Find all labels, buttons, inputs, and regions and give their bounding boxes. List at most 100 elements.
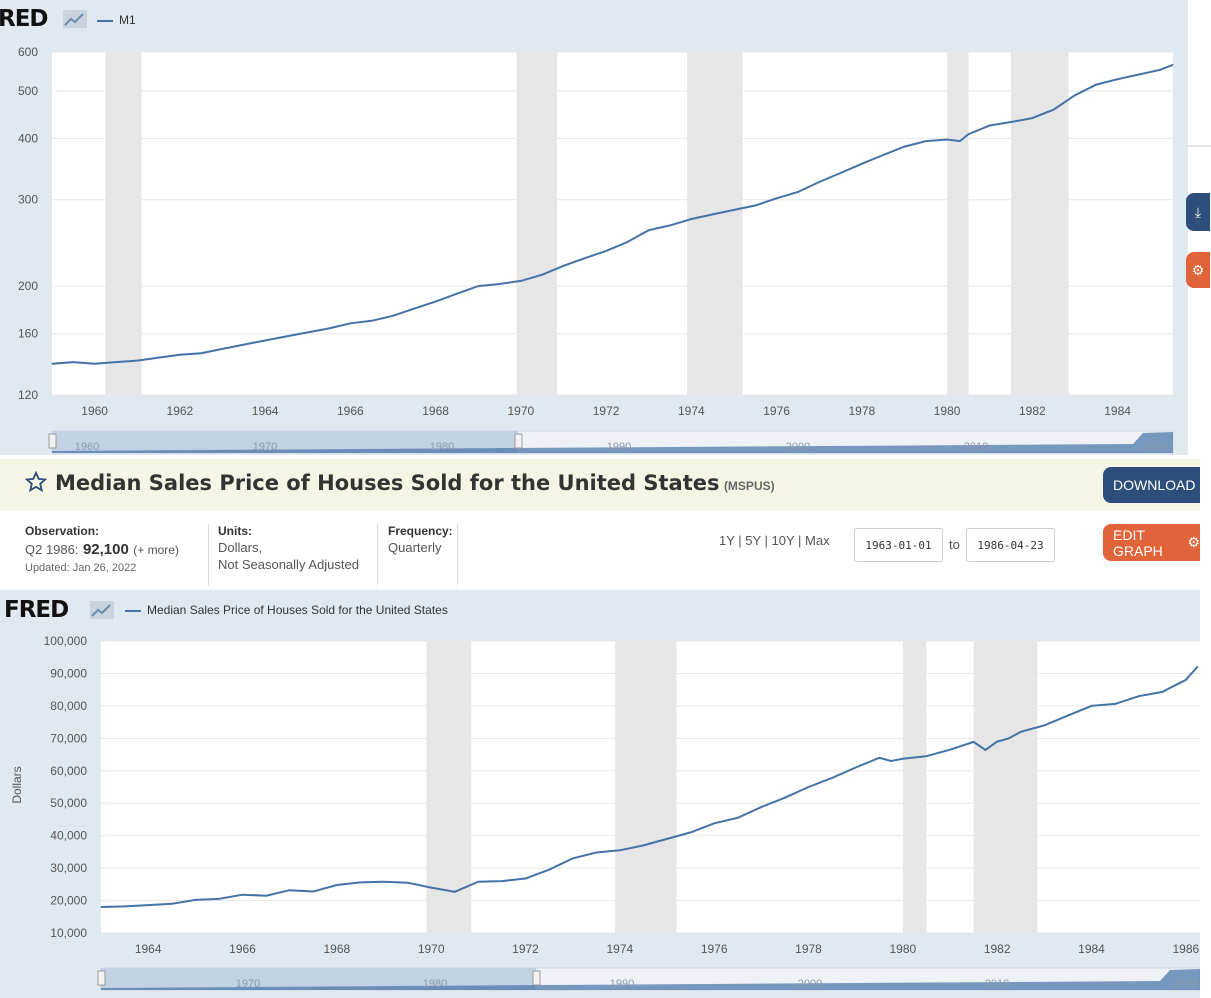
data-point	[1095, 83, 1097, 86]
data-point	[903, 145, 906, 148]
data-point	[147, 904, 149, 906]
y-tick-label: 400	[18, 131, 38, 145]
x-tick-label: 1970	[508, 404, 535, 418]
data-point	[754, 204, 756, 207]
data-point	[689, 831, 692, 834]
data-point	[456, 293, 458, 295]
side-download-icon[interactable]: ⤓	[1186, 193, 1210, 231]
units-line1: Dollars,	[218, 540, 263, 555]
data-point	[984, 749, 986, 751]
frequency-block: Frequency: Quarterly	[388, 524, 453, 555]
navigator-handle-right	[514, 433, 523, 449]
data-point	[241, 894, 244, 896]
recession-band	[947, 52, 969, 395]
data-point	[136, 360, 138, 362]
data-point	[243, 344, 245, 346]
x-tick-label: 1972	[593, 404, 620, 418]
legend-mspus: Median Sales Price of Houses Sold for th…	[125, 603, 448, 617]
data-point	[839, 172, 842, 174]
data-point	[359, 881, 362, 883]
data-point	[123, 905, 126, 907]
data-point	[336, 884, 338, 886]
data-point	[383, 881, 385, 883]
download-button[interactable]: DOWNLOAD ⤓	[1103, 467, 1206, 503]
x-tick-label: 1968	[323, 942, 350, 956]
navigator-tick: 2000	[786, 441, 810, 453]
navigator-tick: 2020	[1143, 441, 1167, 453]
meta-divider-3	[457, 524, 458, 586]
y-tick-label: 120	[18, 388, 38, 402]
side-divider	[1186, 145, 1211, 147]
y-tick-label: 70,000	[50, 731, 87, 745]
date-to-input[interactable]: 1986-04-23	[966, 528, 1055, 562]
data-point	[349, 322, 351, 324]
y-tick-label: 60,000	[50, 764, 87, 778]
data-point	[642, 844, 645, 846]
x-tick-label: 1984	[1078, 942, 1105, 956]
data-point	[1172, 64, 1174, 66]
data-point	[115, 361, 117, 363]
edit-graph-button[interactable]: EDIT GRAPH ⚙	[1103, 524, 1200, 561]
series-title-bar	[0, 459, 1200, 511]
navigator-tick: 2000	[798, 978, 822, 990]
navigator-tick: 1990	[607, 441, 631, 453]
x-tick-label: 1962	[167, 404, 194, 418]
more-link[interactable]: (+ more)	[133, 543, 179, 557]
y-tick-label: 200	[18, 279, 38, 293]
observation-value: 92,100	[82, 541, 129, 558]
fred-logo-bottom[interactable]: FRED	[4, 597, 69, 623]
x-tick-label: 1982	[1019, 404, 1046, 418]
data-point	[878, 757, 880, 759]
data-point	[760, 806, 762, 808]
date-from-input[interactable]: 1963-01-01	[854, 528, 943, 562]
data-point	[51, 363, 53, 365]
data-point	[435, 301, 437, 303]
data-point	[1159, 69, 1161, 71]
star-icon[interactable]	[24, 470, 48, 498]
data-point	[648, 229, 650, 231]
recession-band	[516, 52, 558, 395]
data-point	[959, 140, 961, 142]
y-tick-label: 500	[18, 84, 38, 98]
data-point	[179, 354, 181, 356]
x-tick-label: 1984	[1104, 404, 1131, 418]
units-line2: Not Seasonally Adjusted	[218, 557, 359, 572]
x-tick-label: 1976	[763, 404, 790, 418]
recession-band	[687, 52, 743, 395]
range-links[interactable]: 1Y | 5Y | 10Y | Max	[719, 533, 830, 548]
data-point	[94, 363, 96, 365]
data-point	[265, 895, 267, 897]
observation-label: Observation:	[25, 524, 100, 538]
y-tick-label: 30,000	[50, 861, 87, 875]
observation-period: Q2 1986:	[25, 542, 79, 557]
data-point	[605, 250, 607, 252]
data-point	[584, 257, 586, 259]
x-tick-label: 1966	[229, 942, 256, 956]
data-point	[1053, 108, 1055, 111]
data-point	[312, 890, 314, 893]
recession-band	[426, 641, 472, 933]
data-point	[454, 891, 456, 893]
data-point	[307, 331, 309, 333]
data-point	[733, 209, 735, 211]
data-point	[371, 320, 373, 322]
x-tick-label: 1982	[984, 942, 1011, 956]
y-tick-label: 80,000	[50, 699, 87, 713]
data-point	[925, 140, 927, 142]
trend-icon-bottom	[90, 601, 114, 624]
navigator-selection	[101, 968, 536, 990]
recession-band	[615, 641, 677, 933]
frequency-value: Quarterly	[388, 540, 442, 555]
recession-band	[973, 641, 1038, 933]
x-tick-label: 1986	[1172, 942, 1199, 956]
navigator-tick: 2010	[985, 978, 1009, 990]
data-point	[669, 224, 671, 226]
data-point	[797, 191, 799, 193]
data-point	[406, 882, 409, 884]
x-tick-label: 1960	[81, 404, 108, 418]
fred-logo-top[interactable]: RED	[0, 6, 49, 32]
data-point	[501, 880, 503, 882]
data-point	[200, 352, 202, 354]
data-point	[666, 838, 668, 840]
side-gear-icon[interactable]: ⚙	[1186, 252, 1210, 288]
